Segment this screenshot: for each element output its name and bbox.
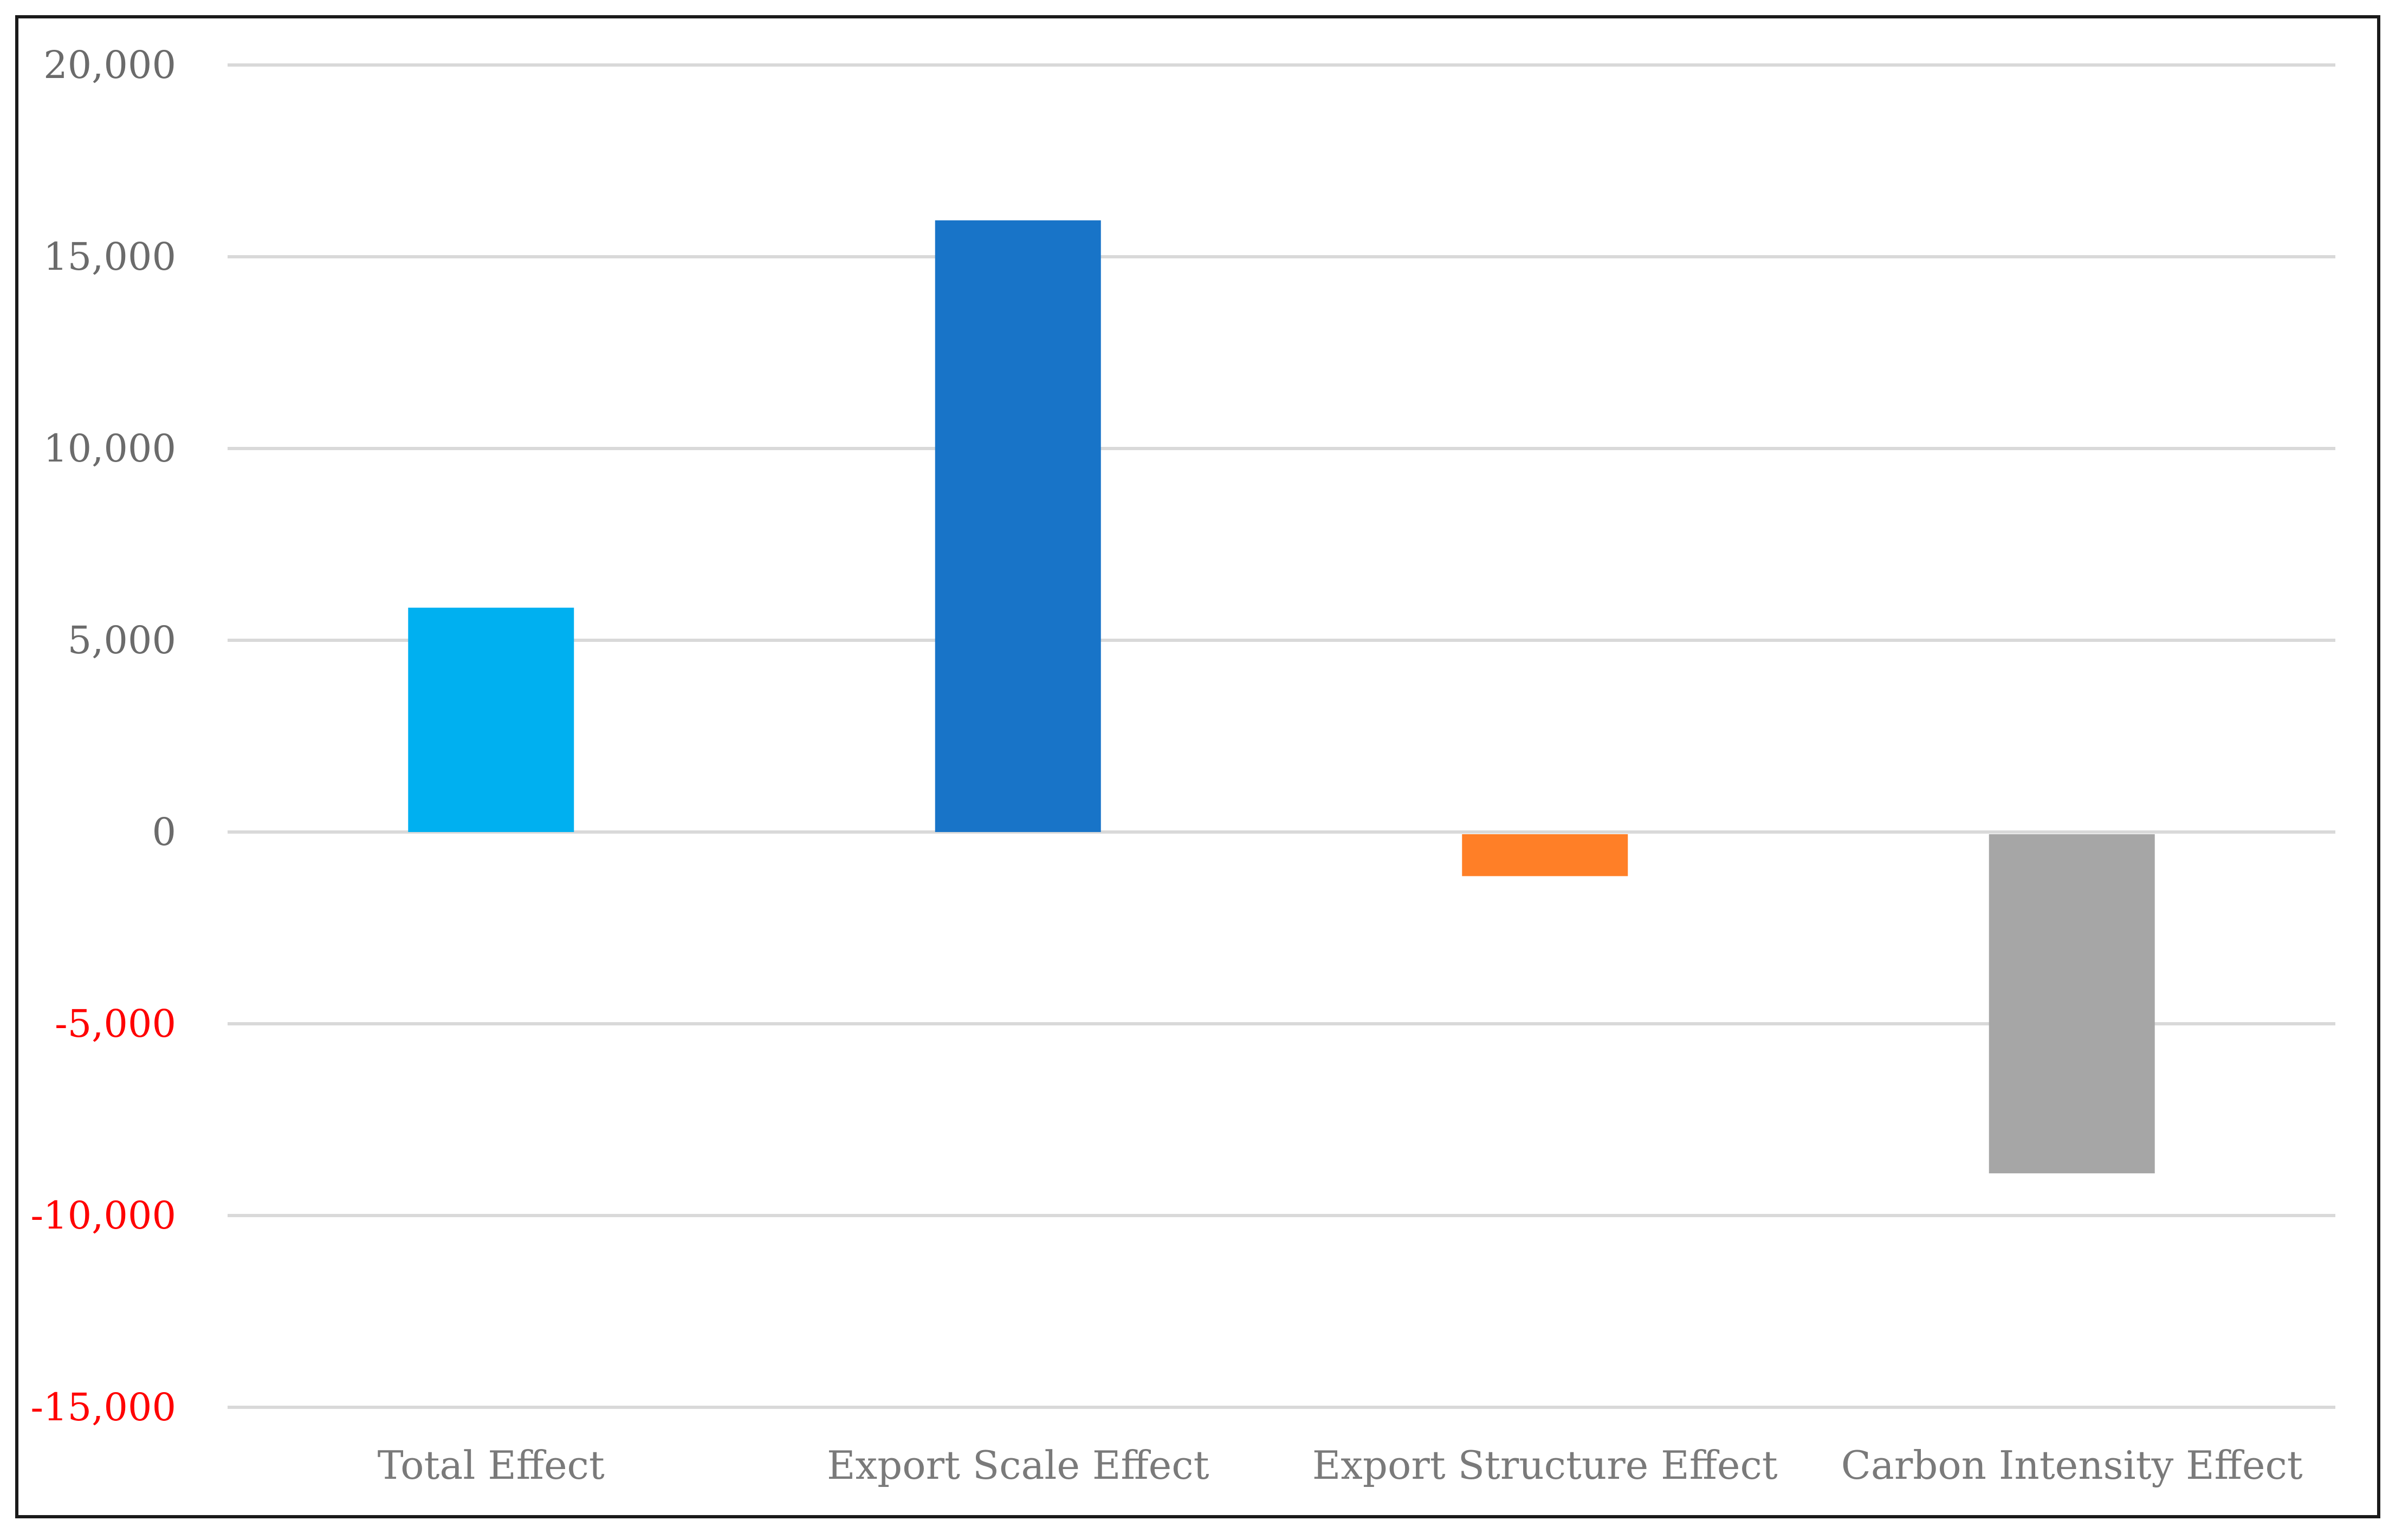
y-tick-label: 10,000 — [43, 426, 176, 471]
y-tick-label: -10,000 — [30, 1193, 176, 1238]
bar-carbon-intensity-effect — [1989, 834, 2155, 1174]
y-tick-label: 5,000 — [68, 618, 176, 662]
x-category-label: Export Structure Effect — [1312, 1442, 1778, 1488]
y-axis-tick-labels: 20,000 15,000 10,000 5,000 0 -5,000 -10,000 -15… — [30, 43, 176, 1429]
y-tick-label: 20,000 — [43, 43, 176, 87]
bar-total-effect — [408, 607, 574, 832]
x-category-label: Carbon Intensity Effect — [1841, 1442, 2303, 1488]
bar-export-structure-effect — [1462, 834, 1628, 876]
y-tick-label: -5,000 — [55, 1002, 176, 1046]
y-tick-label: 0 — [152, 810, 176, 854]
bar-export-scale-effect — [935, 220, 1101, 832]
y-tick-label: 15,000 — [43, 235, 176, 279]
bars — [408, 220, 2155, 1174]
x-category-label: Export Scale Effect — [827, 1442, 1209, 1488]
x-axis-category-labels: Total Effect Export Scale Effect Export St… — [378, 1442, 2303, 1488]
x-category-label: Total Effect — [378, 1442, 605, 1488]
y-tick-label: -15,000 — [30, 1385, 176, 1429]
gridlines — [228, 63, 2335, 1409]
